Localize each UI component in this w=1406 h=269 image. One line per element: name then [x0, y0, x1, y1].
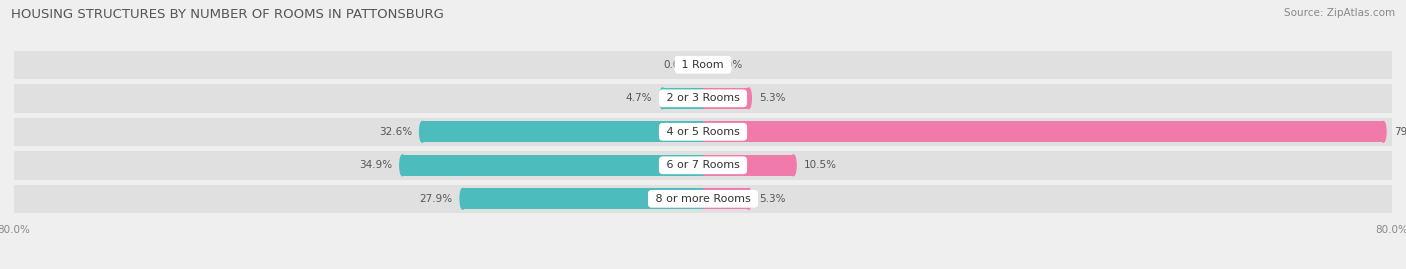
Text: 10.5%: 10.5% — [804, 160, 837, 170]
Circle shape — [399, 155, 405, 176]
Bar — [402, 155, 703, 176]
Text: 6 or 7 Rooms: 6 or 7 Rooms — [662, 160, 744, 170]
Text: 5.3%: 5.3% — [759, 194, 786, 204]
Circle shape — [419, 121, 425, 142]
Bar — [14, 51, 1392, 79]
Text: 34.9%: 34.9% — [359, 160, 392, 170]
Circle shape — [1381, 121, 1386, 142]
Text: 32.6%: 32.6% — [378, 127, 412, 137]
Circle shape — [460, 188, 465, 209]
Bar — [703, 88, 748, 109]
Bar — [422, 121, 703, 142]
Text: 0.0%: 0.0% — [716, 60, 742, 70]
Bar — [14, 185, 1392, 213]
Text: 5.3%: 5.3% — [759, 93, 786, 103]
Text: 8 or more Rooms: 8 or more Rooms — [652, 194, 754, 204]
Text: HOUSING STRUCTURES BY NUMBER OF ROOMS IN PATTONSBURG: HOUSING STRUCTURES BY NUMBER OF ROOMS IN… — [11, 8, 444, 21]
Text: 27.9%: 27.9% — [419, 194, 453, 204]
Text: 2 or 3 Rooms: 2 or 3 Rooms — [662, 93, 744, 103]
Text: 0.0%: 0.0% — [664, 60, 690, 70]
Circle shape — [659, 88, 665, 109]
Bar — [703, 155, 793, 176]
Bar — [703, 121, 1384, 142]
Bar — [14, 84, 1392, 112]
Bar — [662, 88, 703, 109]
Text: 4.7%: 4.7% — [626, 93, 652, 103]
Bar — [14, 118, 1392, 146]
Bar — [14, 151, 1392, 179]
Text: 4 or 5 Rooms: 4 or 5 Rooms — [662, 127, 744, 137]
Text: 1 Room: 1 Room — [679, 60, 727, 70]
Circle shape — [790, 155, 796, 176]
Bar — [703, 188, 748, 209]
Text: Source: ZipAtlas.com: Source: ZipAtlas.com — [1284, 8, 1395, 18]
Text: 79.0%: 79.0% — [1393, 127, 1406, 137]
Circle shape — [747, 88, 751, 109]
Bar — [463, 188, 703, 209]
Circle shape — [747, 188, 751, 209]
